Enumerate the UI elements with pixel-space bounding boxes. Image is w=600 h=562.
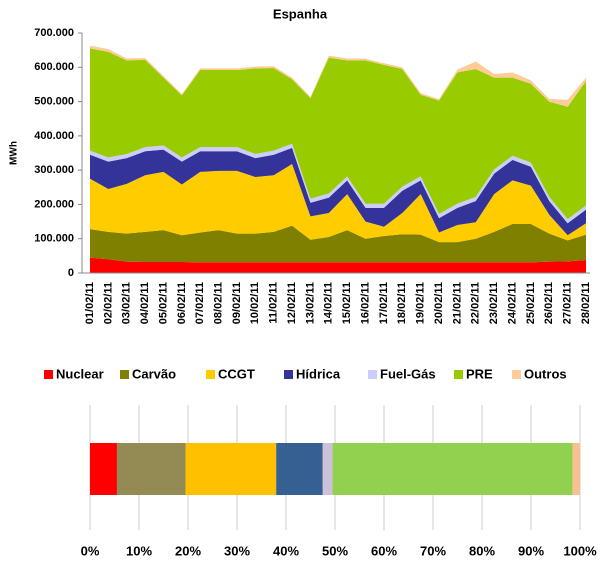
x-tick-label: 08/02/11: [212, 282, 224, 324]
legend-swatch: [44, 370, 53, 379]
x-tick-label: 40%: [273, 543, 299, 558]
x-tick-label: 20/02/11: [433, 282, 445, 324]
x-tick-label: 80%: [469, 543, 495, 558]
legend-swatch: [206, 370, 215, 379]
legend-swatch: [368, 370, 377, 379]
x-tick-label: 23/02/11: [488, 282, 500, 324]
area: [90, 223, 586, 263]
x-tick-label: 26/02/11: [543, 282, 555, 324]
x-tick-label: 27/02/11: [562, 282, 574, 324]
legend-label: CCGT: [218, 366, 255, 381]
x-tick-label: 17/02/11: [378, 282, 390, 324]
x-tick-label: 14/02/11: [323, 282, 335, 324]
x-tick-label: 02/02/11: [102, 282, 114, 324]
area: [90, 163, 586, 243]
legend-label: Carvão: [132, 366, 176, 381]
legend-label: PRE: [466, 366, 493, 381]
legend-swatch: [512, 370, 521, 379]
x-tick-label: 20%: [175, 543, 201, 558]
x-tick-label: 22/02/11: [470, 282, 482, 324]
area: [90, 45, 586, 107]
x-tick-label: 90%: [518, 543, 544, 558]
x-tick-label: 16/02/11: [359, 282, 371, 324]
x-tick-label: 09/02/11: [231, 282, 243, 324]
x-tick-label: 07/02/11: [194, 282, 206, 324]
y-tick-label: 300.000: [34, 164, 74, 176]
bar-segment: [572, 443, 580, 495]
x-tick-label: 01/02/11: [84, 282, 96, 324]
x-tick-label: 15/02/11: [341, 282, 353, 324]
y-tick-label: 500.000: [34, 95, 74, 107]
legend-label: Nuclear: [56, 366, 104, 381]
x-tick-label: 25/02/11: [525, 282, 537, 324]
y-tick-label: 200.000: [34, 198, 74, 210]
y-axis-label: MWh: [9, 141, 20, 165]
x-tick-label: 18/02/11: [396, 282, 408, 324]
y-tick-label: 400.000: [34, 130, 74, 142]
y-tick-label: 0: [68, 267, 74, 279]
legend-swatch: [454, 370, 463, 379]
x-tick-label: 19/02/11: [415, 282, 427, 324]
bar-segment: [276, 443, 323, 495]
bar-segment: [90, 443, 117, 495]
x-tick-label: 28/02/11: [580, 282, 592, 324]
y-tick-label: 600.000: [34, 61, 74, 73]
x-tick-label: 03/02/11: [121, 282, 133, 324]
x-tick-label: 10/02/11: [249, 282, 261, 324]
x-tick-label: 50%: [322, 543, 348, 558]
area: [90, 48, 586, 220]
x-tick-label: 21/02/11: [451, 282, 463, 324]
x-tick-label: 100%: [563, 543, 597, 558]
y-tick-label: 700.000: [34, 27, 74, 39]
x-tick-label: 0%: [81, 543, 100, 558]
legend-label: Outros: [524, 366, 567, 381]
legend-swatch: [284, 370, 293, 379]
x-tick-label: 05/02/11: [157, 282, 169, 324]
x-tick-label: 60%: [371, 543, 397, 558]
x-tick-label: 70%: [420, 543, 446, 558]
chart-title: Espanha: [273, 6, 328, 21]
area: [90, 257, 586, 273]
x-tick-label: 30%: [224, 543, 250, 558]
area: [90, 143, 586, 224]
x-tick-label: 13/02/11: [304, 282, 316, 324]
y-tick-label: 100.000: [34, 233, 74, 245]
bar-segment: [322, 443, 333, 495]
x-tick-label: 11/02/11: [268, 282, 280, 324]
x-tick-label: 24/02/11: [506, 282, 518, 324]
legend-swatch: [120, 370, 129, 379]
bar-segment: [185, 443, 277, 495]
x-tick-label: 04/02/11: [139, 282, 151, 324]
area: [90, 147, 586, 236]
legend-label: Hídrica: [296, 366, 341, 381]
x-tick-label: 06/02/11: [176, 282, 188, 324]
bar-segment: [116, 443, 186, 495]
x-tick-label: 12/02/11: [286, 282, 298, 324]
legend-label: Fuel-Gás: [380, 366, 436, 381]
bar-segment: [332, 443, 573, 495]
x-tick-label: 10%: [126, 543, 152, 558]
